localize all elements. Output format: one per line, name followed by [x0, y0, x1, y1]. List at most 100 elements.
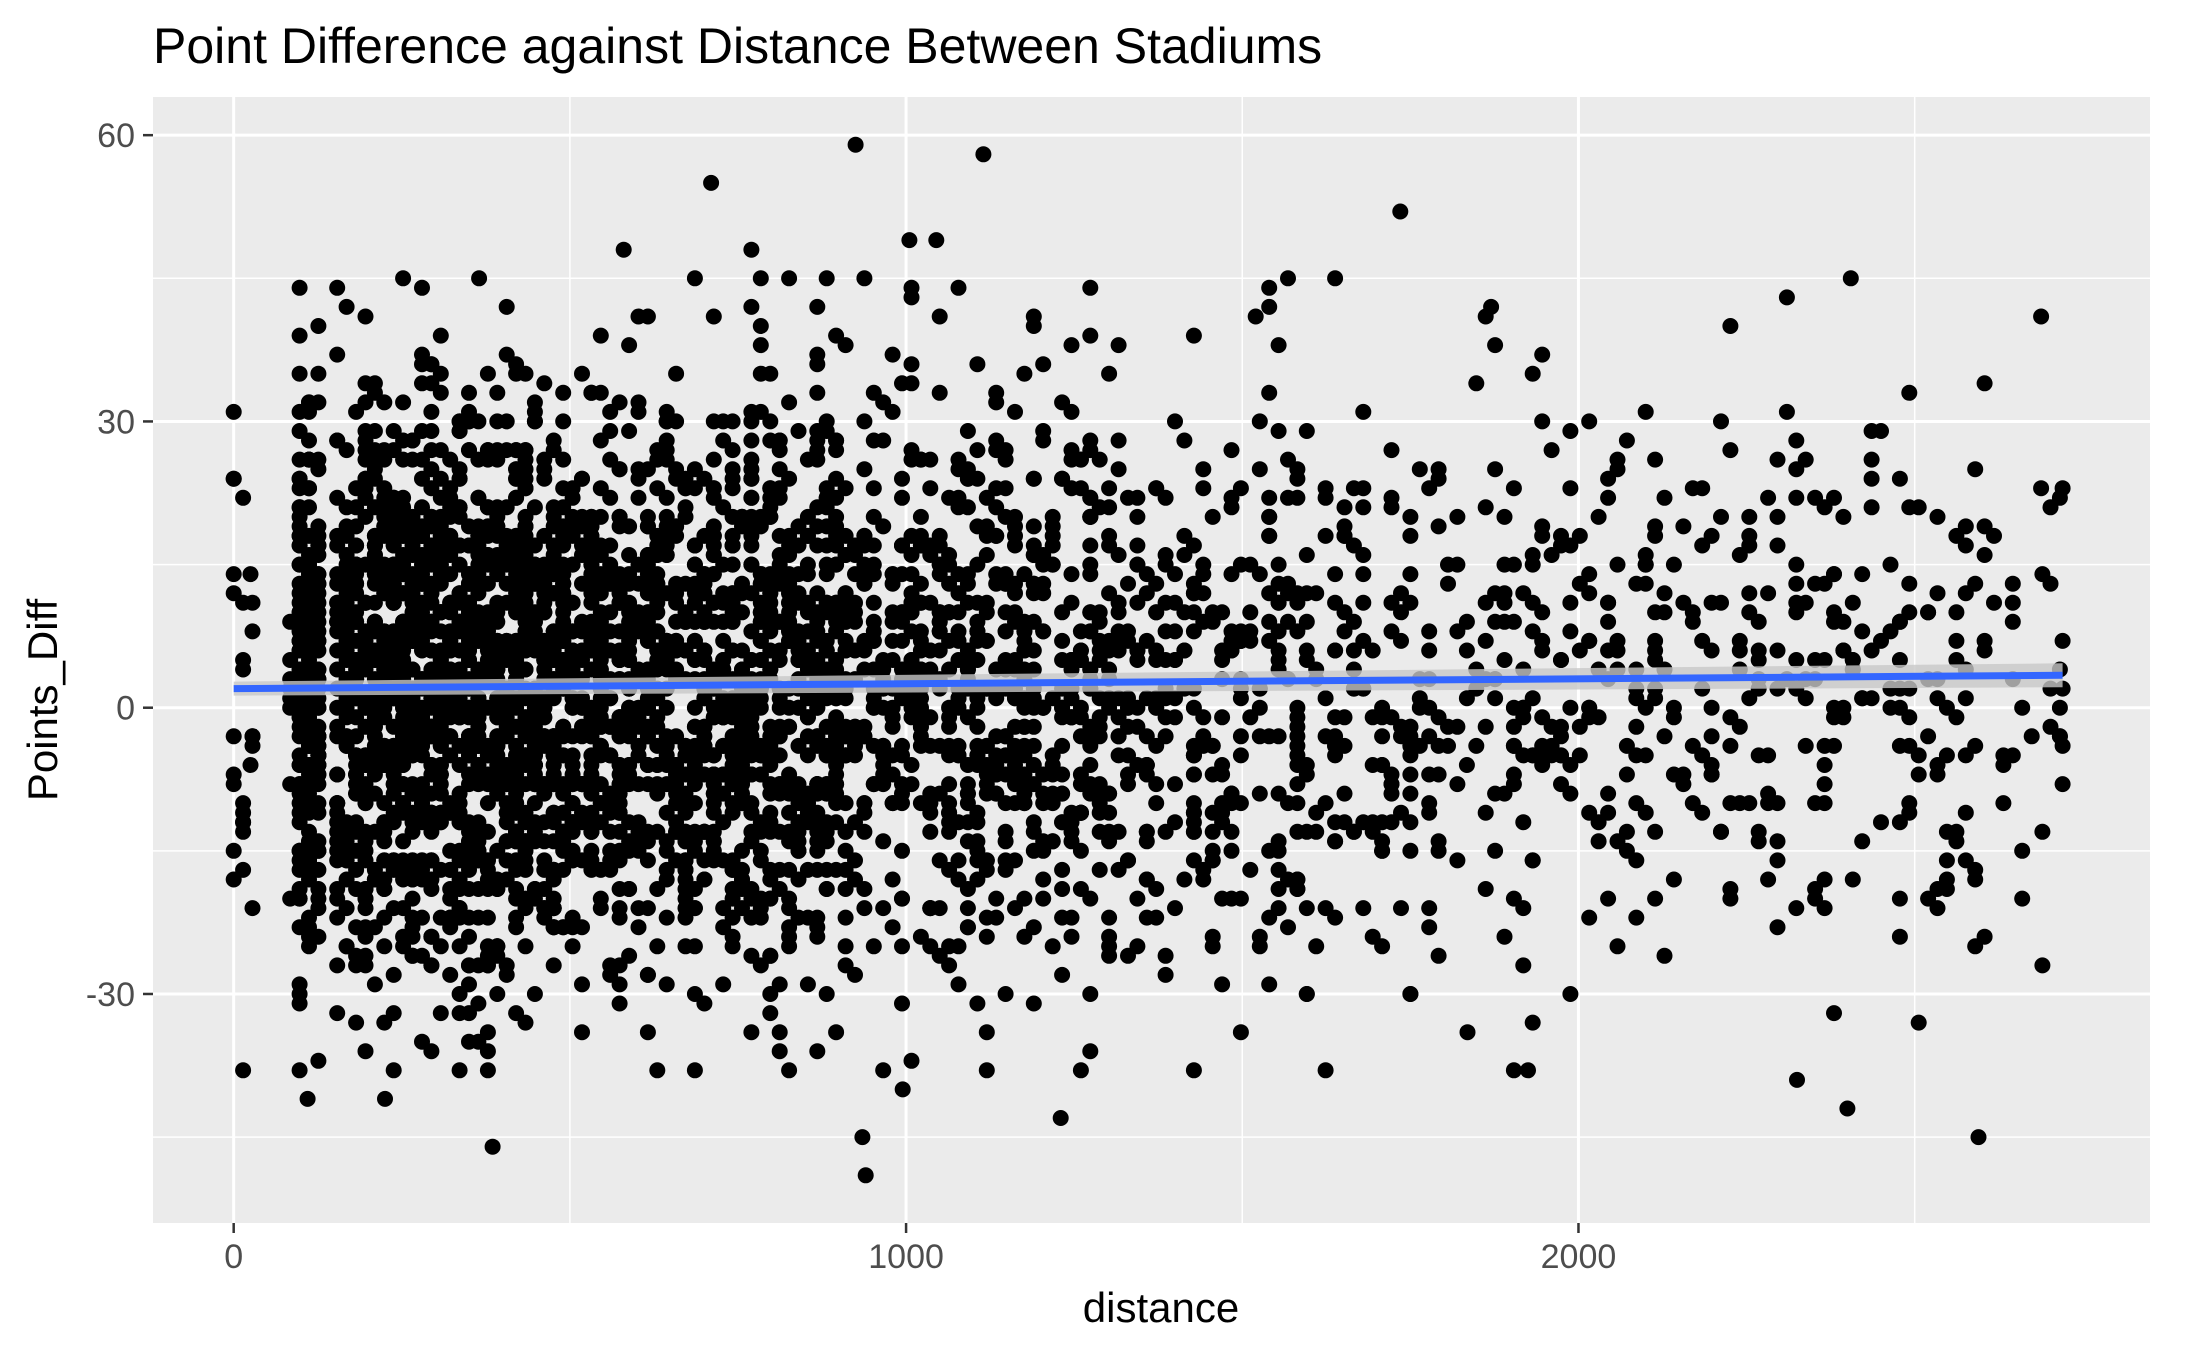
data-point — [1063, 804, 1080, 821]
data-point — [837, 842, 854, 859]
data-point — [1901, 384, 1918, 401]
data-point — [366, 871, 383, 888]
data-point — [1101, 785, 1118, 802]
data-point — [1553, 776, 1569, 793]
data-point — [658, 909, 675, 926]
data-point — [781, 632, 798, 649]
data-point — [1534, 527, 1551, 544]
data-point — [602, 823, 619, 840]
y-axis: -30 0 30 60 — [86, 117, 153, 1014]
data-point — [1976, 642, 1993, 659]
data-point — [1562, 480, 1579, 497]
data-point — [988, 785, 1005, 802]
data-point — [969, 594, 986, 611]
data-point — [1148, 795, 1165, 812]
data-point — [884, 346, 901, 363]
data-point — [1891, 613, 1908, 630]
data-point — [1327, 270, 1344, 287]
data-point — [828, 861, 845, 878]
data-point — [997, 823, 1014, 840]
data-point — [781, 718, 798, 735]
data-point — [1072, 1062, 1089, 1079]
data-point — [771, 480, 788, 497]
y-tick-label: 60 — [97, 117, 135, 155]
data-point — [771, 1024, 788, 1041]
data-point — [771, 747, 788, 764]
data-point — [818, 776, 835, 793]
data-point — [1647, 823, 1664, 840]
data-point — [376, 814, 393, 831]
data-point — [1967, 871, 1984, 888]
data-point — [969, 852, 986, 869]
data-point — [809, 1043, 826, 1060]
data-point — [1044, 833, 1061, 850]
data-point — [752, 852, 769, 869]
data-point — [555, 480, 572, 497]
data-point — [837, 728, 854, 745]
data-point — [385, 718, 402, 735]
data-point — [903, 757, 920, 773]
data-point — [1204, 613, 1221, 630]
data-point — [1214, 890, 1231, 907]
data-point — [988, 442, 1005, 459]
data-point — [1232, 1024, 1249, 1041]
data-point — [928, 232, 945, 249]
data-point — [329, 766, 346, 783]
data-point — [639, 308, 656, 325]
data-point — [856, 642, 873, 659]
data-point — [1289, 823, 1306, 840]
data-point — [677, 795, 694, 812]
data-point — [1600, 489, 1617, 506]
data-point — [1854, 690, 1871, 707]
data-point — [1082, 327, 1099, 344]
data-point — [1270, 556, 1287, 573]
data-point — [1769, 451, 1786, 468]
data-point — [1120, 747, 1136, 764]
data-point — [1261, 384, 1278, 401]
data-point — [988, 890, 1005, 907]
data-point — [1637, 804, 1654, 821]
data-point — [856, 795, 873, 812]
data-point — [1600, 594, 1617, 611]
data-point — [1421, 623, 1438, 640]
data-point — [1035, 356, 1052, 373]
data-point — [903, 1052, 920, 1069]
data-point — [818, 566, 835, 583]
data-point — [1609, 642, 1626, 659]
data-point — [545, 518, 562, 535]
data-point — [1826, 1005, 1842, 1022]
data-point — [545, 957, 562, 974]
data-point — [790, 871, 807, 888]
data-point — [1355, 814, 1372, 831]
data-point — [357, 795, 374, 812]
data-point — [1082, 566, 1099, 583]
trend-line — [233, 671, 2063, 693]
data-point — [310, 518, 327, 535]
data-point — [1101, 585, 1118, 602]
data-point — [404, 594, 421, 611]
data-point — [1948, 709, 1965, 726]
data-point — [1025, 919, 1042, 936]
data-point — [1524, 365, 1541, 382]
data-point — [1929, 585, 1946, 602]
data-point — [837, 909, 854, 926]
data-point — [1120, 575, 1136, 592]
data-point — [470, 881, 487, 897]
data-point — [1656, 585, 1673, 602]
data-point — [1553, 537, 1569, 554]
data-point — [1025, 318, 1042, 334]
data-point — [724, 776, 741, 793]
data-point — [301, 776, 317, 793]
data-point — [1581, 699, 1598, 716]
data-point — [1054, 909, 1071, 926]
data-point — [884, 919, 901, 936]
data-point — [978, 1024, 995, 1041]
data-point — [1581, 566, 1598, 583]
data-point — [517, 508, 534, 525]
data-point — [799, 976, 816, 993]
data-point — [574, 508, 590, 525]
data-point — [1355, 403, 1372, 420]
data-point — [1392, 203, 1409, 220]
data-point — [828, 508, 845, 525]
data-point — [1826, 737, 1842, 754]
